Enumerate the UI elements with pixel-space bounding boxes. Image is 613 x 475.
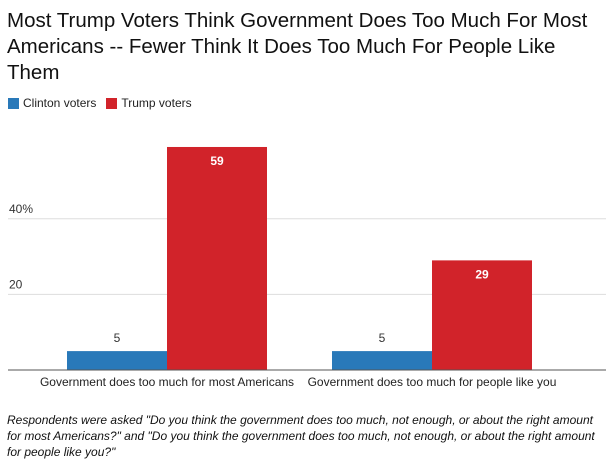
- data-label-clinton-0: 5: [114, 331, 121, 345]
- y-tick-label-20: 20: [9, 277, 23, 291]
- y-tick-label-40: 40%: [9, 202, 33, 216]
- bar-trump-1: [432, 260, 532, 370]
- legend-label-trump: Trump voters: [121, 96, 192, 110]
- data-label-trump-0: 59: [210, 154, 224, 168]
- bar-clinton-1: [332, 351, 432, 370]
- legend-item-clinton: Clinton voters: [8, 96, 96, 110]
- bar-chart: 20 40% 5 59 Government does too much for mos…: [8, 146, 606, 389]
- data-label-clinton-1: 5: [379, 331, 386, 345]
- legend-swatch-trump: [106, 97, 118, 109]
- legend-item-trump: Trump voters: [106, 96, 192, 110]
- x-category-label-1: Government does too much for people like…: [308, 375, 557, 389]
- footnote: Respondents were asked "Do you think the…: [7, 413, 595, 459]
- bar-trump-0: [167, 146, 267, 370]
- x-category-label-0: Government does too much for most Americ…: [40, 375, 294, 389]
- legend: Clinton voters Trump voters: [8, 96, 202, 110]
- bar-clinton-0: [67, 351, 167, 370]
- legend-swatch-clinton: [8, 97, 19, 109]
- data-label-trump-1: 29: [475, 267, 489, 281]
- legend-label-clinton: Clinton voters: [23, 96, 97, 110]
- chart-title: Most Trump Voters Think Government Does …: [7, 9, 588, 84]
